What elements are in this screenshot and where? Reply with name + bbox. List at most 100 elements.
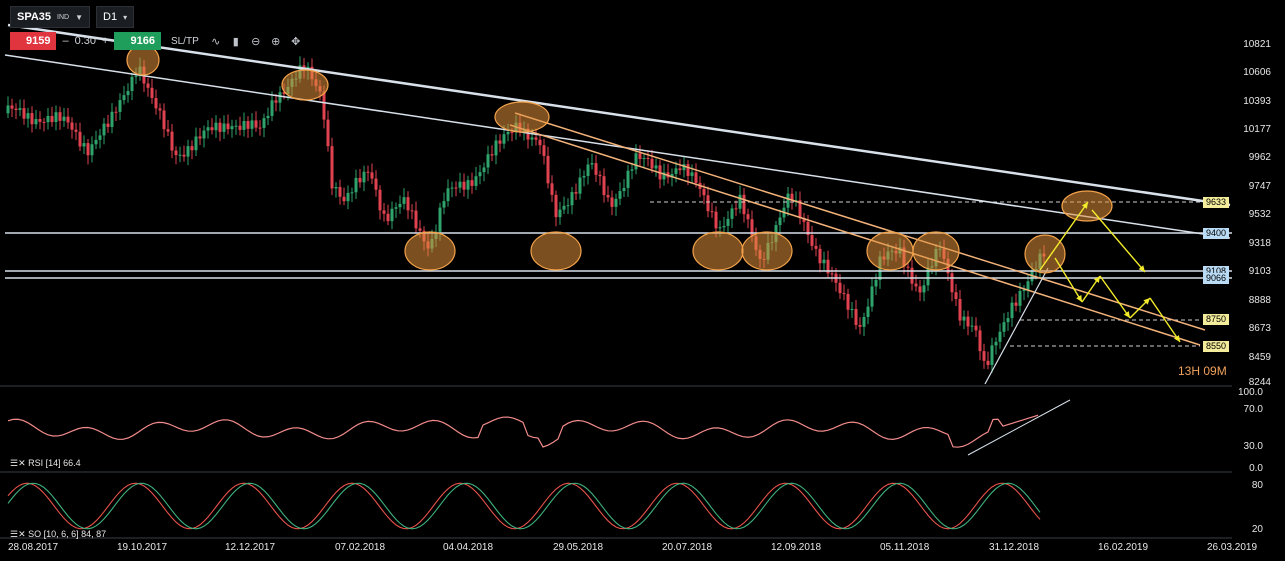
candle-body [990,345,994,365]
arrow-head [1143,298,1150,305]
candle-body [214,122,218,131]
candle-body [338,186,342,197]
price-axis-label: 8888 [1248,295,1271,306]
candle-body [810,234,814,246]
candle-body [42,121,46,123]
symbol-selector[interactable]: SPA35 IND ▼ [10,6,91,28]
candle-body [442,201,446,208]
candle-body [830,273,834,275]
candle-body [382,210,386,214]
candle-body [470,180,474,186]
level-tag: 9066 [1202,273,1229,284]
candle-body [822,259,826,264]
price-axis-label: 10821 [1243,39,1271,50]
candle-body [274,100,278,103]
candle-body [602,176,606,196]
price-axis-label: 9962 [1248,152,1271,163]
price-zone-ellipse [494,101,550,133]
timeframe-selector[interactable]: D1 ▾ [96,6,135,28]
candle-body [66,116,70,123]
candle-body [178,154,182,156]
candle-body [50,115,54,123]
candle-body [114,111,118,113]
candle-body [974,325,978,331]
candle-body [978,330,982,352]
candle-body [558,209,562,218]
candle-body [594,163,598,175]
rsi-title-text: RSI [14] 66.4 [28,458,81,468]
candle-body [202,130,206,139]
candle-body [230,126,234,130]
move-icon[interactable]: ✥ [291,35,301,48]
candle-body [1014,302,1018,306]
arrow-head [1093,276,1100,283]
candle-body [846,293,850,310]
candle-body [370,172,374,179]
candle-body [182,154,186,157]
price-axis-label: 10606 [1243,67,1271,78]
channel-line [509,124,1201,346]
candle-body [446,188,450,202]
candle-body [530,137,534,140]
candle-body [546,155,550,184]
price-axis-label: 10177 [1243,124,1271,135]
rsi-axis-label: 0.0 [1249,463,1263,474]
candle-body [466,180,470,190]
projection-arrow [1149,297,1181,343]
candle-body [326,119,330,147]
candle-body [226,123,230,130]
time-axis-label: 05.11.2018 [880,542,930,553]
candle-body [586,164,590,176]
increase-button[interactable]: + [102,35,109,47]
price-zone-ellipse [1024,234,1066,274]
candle-body [786,193,790,208]
candle-body [750,219,754,237]
arrow-head [1173,335,1180,342]
candle-body [86,143,90,156]
candle-body [994,341,998,346]
time-axis-label: 12.09.2018 [771,542,822,553]
candle-body [986,360,990,365]
rsi-title[interactable]: ☰✕ RSI [14] 66.4 [10,458,81,469]
candle-body [506,132,510,135]
candle-body [958,298,962,321]
candle-body [1030,271,1034,282]
buy-price-button[interactable]: 9166 [114,32,161,50]
symbol-label: SPA35 [17,11,52,23]
menu-icon[interactable]: ☰✕ [10,458,29,468]
candle-body [1010,302,1014,319]
price-zone-ellipse [866,231,914,271]
price-axis-label: 9103 [1248,266,1271,277]
candle-body [618,191,622,199]
candle-body [154,98,158,109]
candle-body [150,87,154,99]
candle-body [458,181,462,188]
sell-price-button[interactable]: 9159 [10,32,57,50]
zoom-in-icon[interactable]: ⊕ [271,35,281,48]
so-title[interactable]: ☰✕ SO [10, 6, 6] 84, 87 [10,529,106,540]
so-axis-label: 20 [1251,524,1263,535]
sltp-button[interactable]: SL/TP [170,35,199,47]
level-tag: 9633 [1202,197,1229,208]
line-style-icon[interactable]: ∿ [211,35,221,48]
candle-body [850,308,854,310]
menu-icon[interactable]: ☰✕ [10,529,29,539]
candle-body [570,192,574,206]
candle-body [174,150,178,156]
candle-body [474,176,478,186]
price-zone-ellipse [530,231,582,271]
candle-body [510,132,514,134]
candle-body [646,157,650,159]
candle-body [438,207,442,232]
zoom-out-icon[interactable]: ⊖ [251,35,261,48]
level-tag: 9108 [1202,266,1229,277]
candle-body [82,143,86,147]
candle-body [198,136,202,139]
decrease-button[interactable]: – [62,35,69,47]
candle-style-icon[interactable]: ▮ [232,35,239,48]
candle-body [1022,289,1026,291]
candle-body [346,192,350,202]
candle-body [414,210,418,229]
candle-body [378,189,382,211]
